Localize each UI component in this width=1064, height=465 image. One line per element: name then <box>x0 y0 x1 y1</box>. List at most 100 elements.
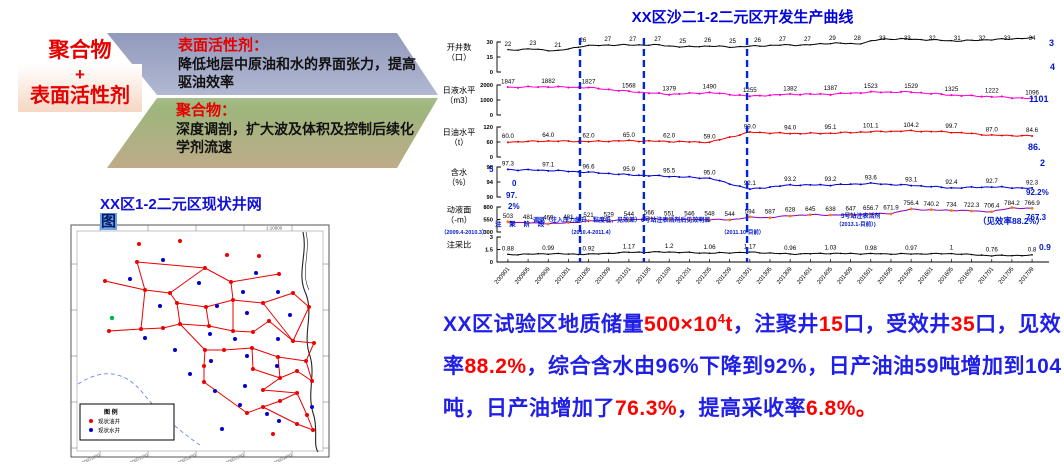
map-title-line2: 图 <box>100 213 118 230</box>
svg-text:0: 0 <box>512 179 517 188</box>
svg-text:33: 33 <box>904 35 911 42</box>
svg-text:2000: 2000 <box>480 83 493 89</box>
svg-text:1101: 1101 <box>1029 94 1049 104</box>
svg-text:200905: 200905 <box>514 266 532 286</box>
svg-text:1382: 1382 <box>783 85 797 92</box>
svg-text:34: 34 <box>1029 35 1036 42</box>
svg-text:767.3: 767.3 <box>1026 213 1047 222</box>
svg-text:31: 31 <box>954 35 961 42</box>
svg-text:628: 628 <box>785 207 796 214</box>
svg-text:1529: 1529 <box>904 83 918 90</box>
svg-text:32: 32 <box>979 35 986 42</box>
svg-text:图 例: 图 例 <box>104 408 118 416</box>
svg-text:开井数: 开井数 <box>447 42 472 52</box>
svg-text:201501: 201501 <box>857 266 875 286</box>
svg-text:0.92: 0.92 <box>583 245 596 252</box>
svg-text:23: 23 <box>529 40 536 47</box>
svg-text:1.17: 1.17 <box>623 243 636 250</box>
polymer-banner <box>107 98 438 168</box>
svg-text:300: 300 <box>483 230 493 236</box>
svg-text:201405: 201405 <box>817 266 835 286</box>
svg-text:60.0: 60.0 <box>502 133 515 140</box>
svg-text:5: 5 <box>489 165 494 174</box>
svg-text:20601500: 20601500 <box>129 452 149 462</box>
svg-text:645: 645 <box>805 206 816 213</box>
svg-text:201605: 201605 <box>938 266 956 286</box>
svg-text:740.2: 740.2 <box>924 201 940 208</box>
surfactant-body: 降低地层中原油和水的界面张力，提高驱油效率 <box>178 56 416 90</box>
svg-text:1523: 1523 <box>864 83 878 90</box>
svg-text:27: 27 <box>629 36 636 43</box>
svg-text:0: 0 <box>490 155 493 161</box>
svg-text:92.4: 92.4 <box>945 179 958 186</box>
svg-text:27: 27 <box>604 36 611 43</box>
svg-text:3: 3 <box>490 235 494 241</box>
svg-text:95.1: 95.1 <box>824 124 837 131</box>
agent-box: + 表面活性剂 <box>18 64 142 112</box>
svg-text:201105: 201105 <box>635 266 653 285</box>
svg-text:30: 30 <box>487 40 493 46</box>
svg-text:550: 550 <box>483 218 493 224</box>
svg-text:1568: 1568 <box>622 82 636 89</box>
svg-text:201205: 201205 <box>696 266 714 286</box>
svg-text:201601: 201601 <box>917 266 935 286</box>
svg-text:529: 529 <box>604 212 615 219</box>
map-title: XX区1-2二元区现状井网 图 <box>100 196 360 230</box>
chart-title: XX区沙二1-2二元区开发生产曲线 <box>631 9 854 26</box>
svg-text:1222: 1222 <box>985 88 999 95</box>
svg-text:201005: 201005 <box>575 266 593 286</box>
svg-text:98: 98 <box>487 165 494 171</box>
agent-surfactant: 表面活性剂 <box>30 85 130 107</box>
svg-text:201709: 201709 <box>1018 266 1036 286</box>
svg-text:800: 800 <box>483 205 493 211</box>
svg-text:503: 503 <box>503 213 514 220</box>
svg-text:29: 29 <box>829 35 836 42</box>
chart-block: XX区沙二1-2二元区开发生产曲线 200901 200905 200909 2010… <box>425 6 1060 305</box>
svg-text:201609: 201609 <box>958 266 976 286</box>
svg-text:481: 481 <box>523 214 534 221</box>
svg-text:1325: 1325 <box>945 86 959 93</box>
svg-text:26: 26 <box>704 37 711 44</box>
svg-text:1490: 1490 <box>703 84 717 91</box>
svg-text:20603000: 20603000 <box>273 452 293 462</box>
svg-text:92.3: 92.3 <box>1026 179 1039 186</box>
svg-text:201305: 201305 <box>756 266 774 286</box>
svg-text:0.88: 0.88 <box>502 246 515 253</box>
svg-text:1: 1 <box>950 245 954 252</box>
svg-text:99.7: 99.7 <box>945 123 958 130</box>
svg-text:92.1: 92.1 <box>744 180 757 187</box>
svg-text:1387: 1387 <box>824 85 838 92</box>
svg-text:62.0: 62.0 <box>663 133 676 140</box>
svg-text:722.3: 722.3 <box>964 202 980 209</box>
svg-text:0: 0 <box>490 70 493 76</box>
svg-text:1827: 1827 <box>582 79 596 86</box>
agent-polymer: 聚合物 <box>48 39 112 62</box>
svg-text:201109: 201109 <box>656 266 674 285</box>
svg-text:96.6: 96.6 <box>583 163 596 170</box>
svg-text:33: 33 <box>1004 35 1011 42</box>
svg-text:62.0: 62.0 <box>583 133 596 140</box>
svg-text:84.6: 84.6 <box>1026 127 1039 134</box>
svg-text:1.5: 1.5 <box>485 248 494 254</box>
svg-text:201009: 201009 <box>595 266 613 286</box>
svg-text:587: 587 <box>765 209 776 216</box>
svg-text:2%: 2% <box>508 202 520 211</box>
svg-text:1.03: 1.03 <box>824 244 837 251</box>
svg-text:1000: 1000 <box>480 98 493 104</box>
surfactant-banner <box>107 33 438 95</box>
svg-text:551: 551 <box>664 210 675 217</box>
svg-text:734: 734 <box>946 201 957 208</box>
svg-text:201401: 201401 <box>796 266 814 286</box>
svg-text:548: 548 <box>704 211 715 218</box>
svg-text:27: 27 <box>804 36 811 43</box>
svg-text:1096: 1096 <box>1025 90 1039 97</box>
svg-text:1.17: 1.17 <box>744 243 757 250</box>
svg-text:28: 28 <box>854 35 861 42</box>
mechanism-diagram: 表面活性剂： 降低地层中原油和水的界面张力，提高驱油效率 聚合物： 深度调剖，扩… <box>8 26 448 176</box>
svg-text:201201: 201201 <box>675 266 693 286</box>
svg-text:1847: 1847 <box>501 78 515 85</box>
svg-text:0.97: 0.97 <box>905 245 918 252</box>
svg-text:（2010.4-2011.4）: （2010.4-2011.4） <box>568 228 614 236</box>
svg-text:201701: 201701 <box>978 266 996 286</box>
